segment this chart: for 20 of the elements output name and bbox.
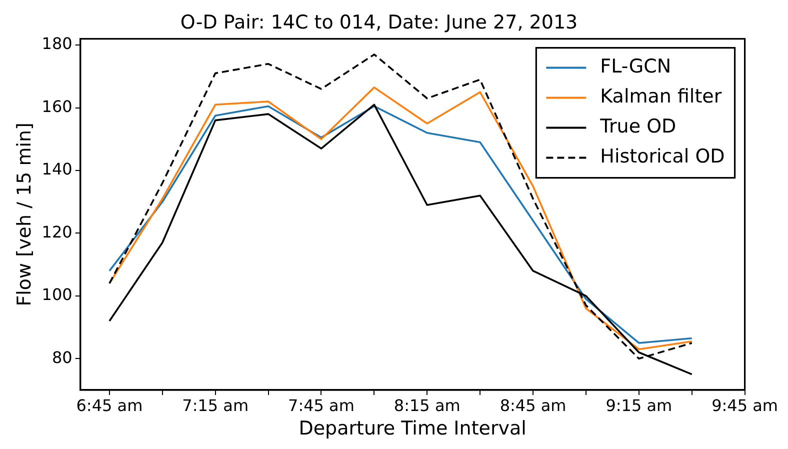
y-tick-label: 180 [42, 34, 72, 54]
x-tick-label: 6:45 am [76, 396, 143, 415]
x-tick-label: 9:15 am [606, 396, 672, 415]
legend-label: True OD [599, 116, 676, 138]
x-axis-title: Departure Time Interval [298, 418, 526, 440]
y-tick-label: 160 [42, 96, 72, 116]
y-tick-label: 120 [42, 222, 72, 242]
y-axis-title: Flow [veh / 15 min] [13, 122, 36, 306]
x-tick-label: 8:15 am [394, 396, 460, 415]
y-tick-label: 140 [42, 160, 72, 179]
x-tick-label: 9:45 am [712, 396, 778, 415]
y-tick-label: 100 [42, 285, 72, 304]
y-tick-label: 80 [52, 348, 72, 367]
legend-label: Kalman filter [600, 86, 722, 108]
chart-title: O-D Pair: 14C to 014, Date: June 27, 2013 [180, 11, 578, 34]
legend-label: FL-GCN [600, 56, 672, 78]
x-tick-label: 7:15 am [182, 396, 249, 415]
legend-label: Historical OD [600, 146, 725, 168]
x-tick-label: 7:45 am [288, 396, 354, 415]
x-tick-label: 8:45 am [500, 396, 566, 415]
